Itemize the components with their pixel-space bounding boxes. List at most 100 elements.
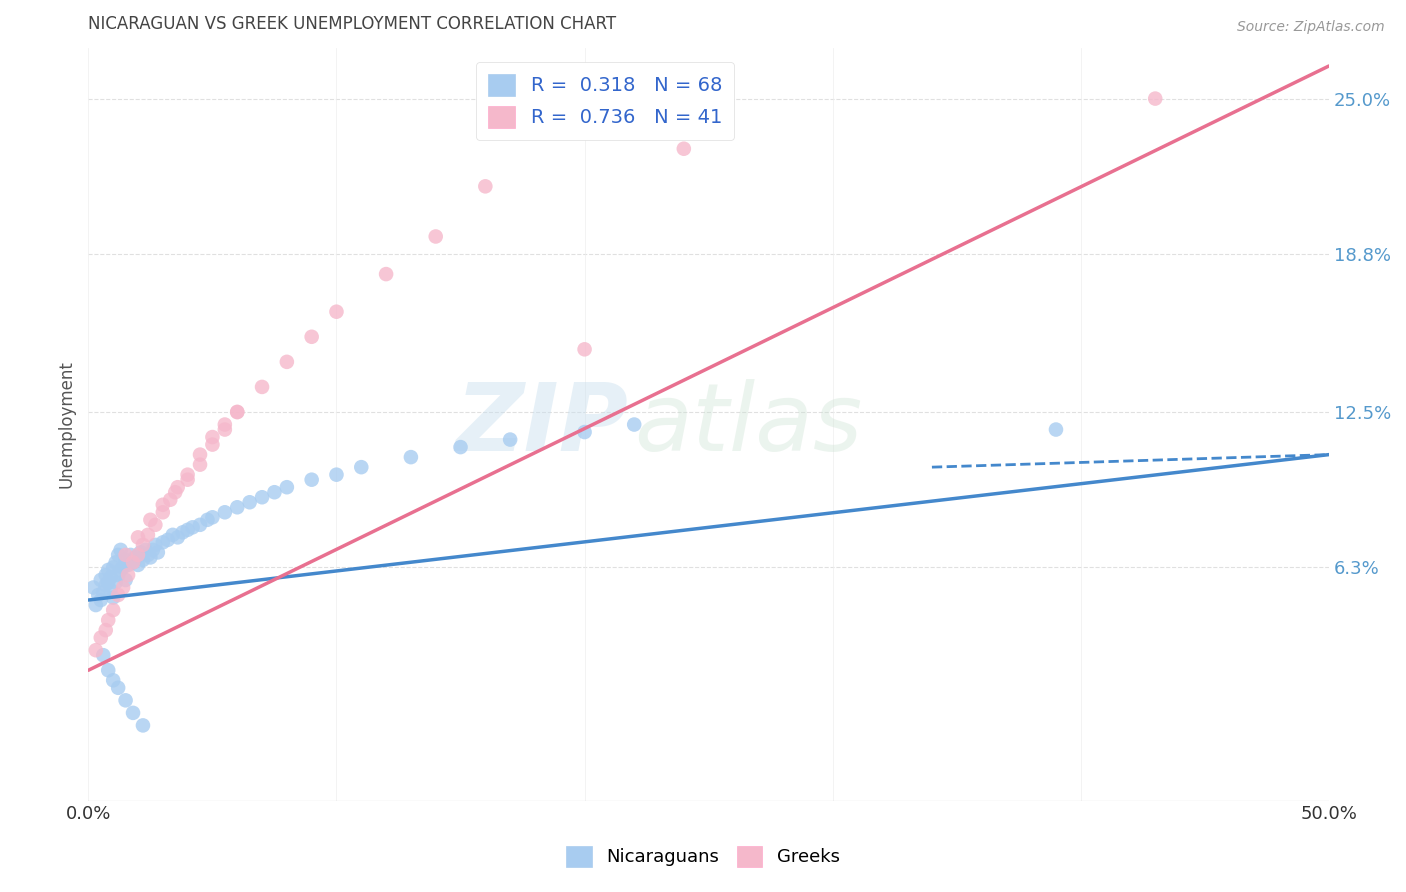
Point <box>94 623 117 637</box>
Point <box>84 598 107 612</box>
Point <box>97 563 120 577</box>
Point <box>143 538 166 552</box>
Point <box>97 613 120 627</box>
Point <box>100 570 122 584</box>
Point <box>226 405 249 419</box>
Point <box>136 528 159 542</box>
Point <box>84 643 107 657</box>
Point <box>107 568 129 582</box>
Point <box>103 560 125 574</box>
Point <box>263 485 285 500</box>
Point <box>136 548 159 562</box>
Point <box>226 405 249 419</box>
Point <box>122 556 145 570</box>
Point <box>143 517 166 532</box>
Point <box>152 498 174 512</box>
Point <box>94 578 117 592</box>
Point <box>176 467 198 482</box>
Point <box>107 681 129 695</box>
Point <box>574 343 596 357</box>
Point <box>114 553 136 567</box>
Point <box>90 573 112 587</box>
Point <box>142 542 165 557</box>
Text: ZIP: ZIP <box>456 378 628 471</box>
Point <box>87 588 110 602</box>
Point <box>97 575 120 590</box>
Point <box>325 304 347 318</box>
Point <box>110 542 132 557</box>
Point <box>672 142 695 156</box>
Point <box>82 581 104 595</box>
Point <box>623 417 645 432</box>
Point <box>176 473 198 487</box>
Point <box>122 556 145 570</box>
Point <box>114 548 136 562</box>
Point <box>276 480 298 494</box>
Point <box>172 525 194 540</box>
Point <box>301 473 323 487</box>
Point <box>165 485 187 500</box>
Point <box>139 513 162 527</box>
Point <box>132 718 155 732</box>
Point <box>375 267 398 281</box>
Point <box>90 593 112 607</box>
Point <box>152 535 174 549</box>
Point <box>474 179 496 194</box>
Point <box>110 563 132 577</box>
Point <box>399 450 422 464</box>
Point <box>127 530 149 544</box>
Point <box>91 648 114 663</box>
Text: NICARAGUAN VS GREEK UNEMPLOYMENT CORRELATION CHART: NICARAGUAN VS GREEK UNEMPLOYMENT CORRELA… <box>89 15 616 33</box>
Point <box>574 425 596 439</box>
Point <box>114 693 136 707</box>
Point <box>166 530 188 544</box>
Point <box>188 458 211 472</box>
Point <box>103 591 125 605</box>
Point <box>188 448 211 462</box>
Point <box>107 548 129 562</box>
Point <box>499 433 522 447</box>
Point <box>127 558 149 572</box>
Text: atlas: atlas <box>634 379 862 470</box>
Point <box>124 550 146 565</box>
Point <box>112 581 135 595</box>
Point <box>201 437 224 451</box>
Point <box>201 430 224 444</box>
Y-axis label: Unemployment: Unemployment <box>58 360 75 489</box>
Point <box>91 585 114 599</box>
Point <box>103 603 125 617</box>
Point <box>166 480 188 494</box>
Point <box>159 492 181 507</box>
Point <box>112 560 135 574</box>
Point <box>425 229 447 244</box>
Point <box>450 440 472 454</box>
Point <box>152 505 174 519</box>
Point <box>162 528 184 542</box>
Point <box>90 631 112 645</box>
Point <box>146 545 169 559</box>
Point <box>129 545 152 559</box>
Point <box>301 330 323 344</box>
Point <box>104 556 127 570</box>
Point <box>94 568 117 582</box>
Point <box>117 558 139 572</box>
Point <box>201 510 224 524</box>
Point <box>214 417 236 432</box>
Legend: Nicaraguans, Greeks: Nicaraguans, Greeks <box>560 838 846 874</box>
Point <box>114 573 136 587</box>
Point <box>107 588 129 602</box>
Point <box>100 582 122 597</box>
Point <box>132 553 155 567</box>
Point <box>214 505 236 519</box>
Point <box>188 517 211 532</box>
Point <box>132 538 155 552</box>
Point <box>325 467 347 482</box>
Point <box>156 533 179 547</box>
Point <box>276 355 298 369</box>
Point <box>226 500 249 515</box>
Point <box>139 550 162 565</box>
Point <box>181 520 204 534</box>
Point <box>214 423 236 437</box>
Point <box>127 548 149 562</box>
Point <box>239 495 262 509</box>
